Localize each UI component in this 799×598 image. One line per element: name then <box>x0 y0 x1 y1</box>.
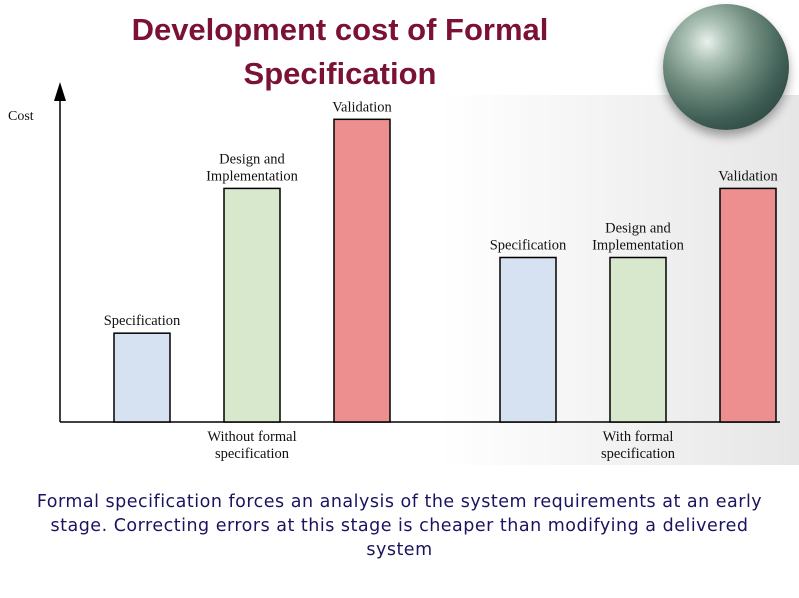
bar-validation-without <box>333 118 391 423</box>
bar-label: Design and <box>219 151 285 167</box>
globe-image <box>663 4 789 130</box>
group-label-line2: specification <box>601 446 676 462</box>
bar-label: Specification <box>104 313 181 329</box>
slide-caption: Formal specification forces an analysis … <box>36 492 763 560</box>
group-label-line1: Without formal <box>207 429 296 445</box>
bar-label: Implementation <box>206 168 299 184</box>
bar-label: Validation <box>718 168 778 184</box>
bar-specification-with <box>499 256 557 423</box>
group-label-line1: With formal <box>603 429 674 445</box>
group-label-line2: specification <box>215 446 290 462</box>
title-line-2: Specification <box>243 56 437 91</box>
bar-label: Design and <box>605 221 671 237</box>
bar-label: Implementation <box>592 238 685 254</box>
y-axis-arrow <box>54 82 66 101</box>
slide-title: Development cost of Formal Specification <box>60 8 620 96</box>
y-axis-label: Cost <box>8 109 34 124</box>
bar-label: Validation <box>332 99 392 115</box>
bar-validation-with <box>719 187 777 423</box>
title-line-1: Development cost of Formal <box>131 12 549 47</box>
bar-label: Specification <box>490 238 567 254</box>
bar-design-without <box>223 187 281 423</box>
bar-design-with <box>609 256 667 423</box>
bar-specification-without <box>113 332 171 423</box>
